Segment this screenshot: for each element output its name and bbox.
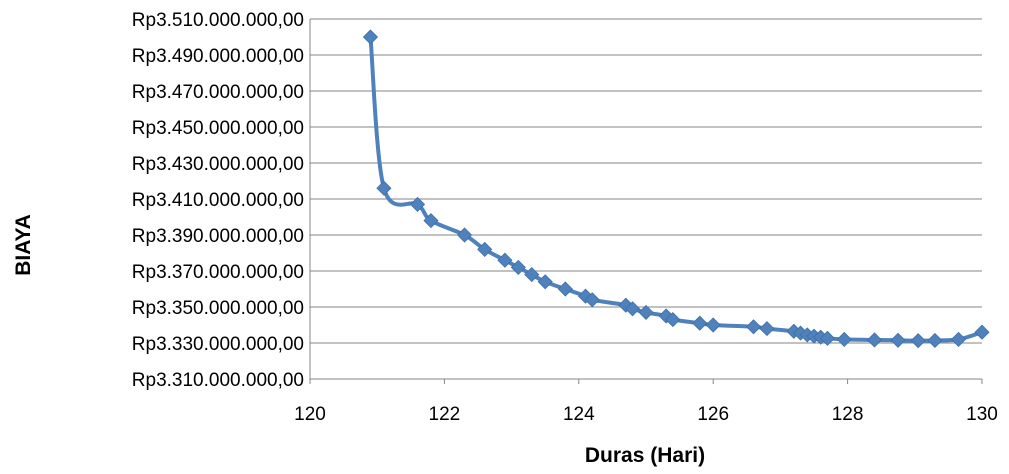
data-point-marker [537,274,553,290]
data-point-marker [584,292,600,308]
data-point-marker [759,321,775,337]
y-tick-label: Rp3.510.000.000,00 [132,10,304,31]
x-tick-label: 124 [563,404,595,425]
data-point-marker [510,259,526,275]
data-point-marker [950,331,967,347]
data-point-marker [819,330,836,346]
data-point-marker [745,319,762,335]
data-point-marker [477,241,493,257]
x-tick-label: 122 [429,404,461,425]
data-point-marker [423,213,439,229]
data-point-marker [376,180,392,196]
y-axis-title: BIAYA [12,214,35,275]
data-point-marker [692,315,708,331]
data-point-marker [624,301,641,317]
data-point-marker [927,332,943,349]
y-tick-label: Rp3.490.000.000,00 [132,46,304,67]
data-point-marker [524,267,540,283]
grid-lines [310,18,982,380]
data-point-marker [638,304,654,320]
data-point-marker [557,281,573,297]
y-tick-label: Rp3.350.000.000,00 [132,298,304,319]
x-tick-labels: 120 122 124 126 128 130 [294,404,998,425]
y-tick-label: Rp3.330.000.000,00 [132,334,304,355]
y-tick-label: Rp3.390.000.000,00 [132,226,304,247]
axes [309,19,983,384]
data-point-marker [665,312,681,328]
series-line [368,36,983,343]
data-point-marker [705,317,721,333]
y-tick-label: Rp3.470.000.000,00 [132,82,304,103]
x-axis-title: Duras (Hari) [585,444,705,467]
series-group [362,29,990,349]
data-point-marker [362,29,379,45]
y-tick-label: Rp3.430.000.000,00 [132,154,304,175]
y-tick-label: Rp3.410.000.000,00 [132,190,304,211]
y-tick-labels: Rp3.310.000.000,00 Rp3.330.000.000,00 Rp3.… [132,10,304,391]
x-tick-label: 126 [697,404,729,425]
data-point-marker [866,332,883,348]
x-tick-label: 128 [832,404,864,425]
data-point-marker [409,196,426,212]
y-tick-label: Rp3.310.000.000,00 [132,370,304,391]
data-point-marker [890,332,906,348]
data-point-marker [497,252,513,268]
data-point-marker [910,333,926,349]
data-point-marker [456,227,473,243]
x-tick-label: 130 [966,404,998,425]
y-tick-label: Rp3.370.000.000,00 [132,262,304,283]
y-tick-label: Rp3.450.000.000,00 [132,118,304,139]
data-point-marker [974,324,990,340]
x-tick-label: 120 [294,404,326,425]
data-point-marker [836,331,852,347]
